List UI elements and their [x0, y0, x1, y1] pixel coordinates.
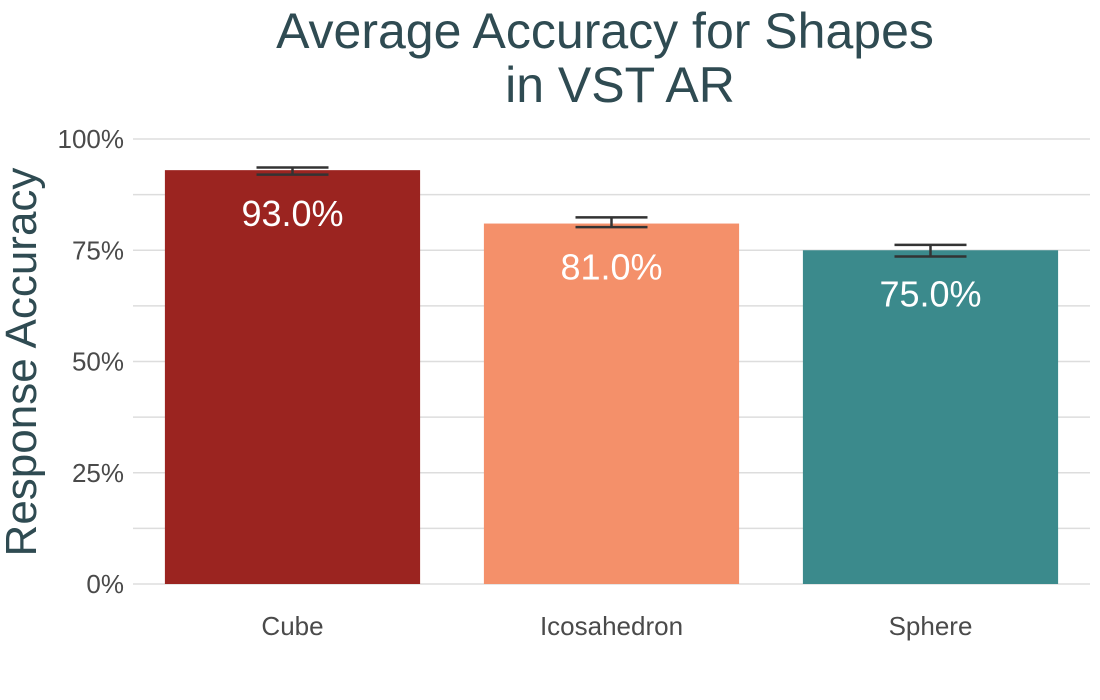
y-tick-labels: 0% 25% 50% 75% 100% [58, 124, 125, 599]
error-bar-icosahedron [575, 216, 648, 229]
x-tick-label-cube: Cube [261, 611, 323, 641]
bar-sphere [802, 250, 1059, 584]
x-tick-labels: Cube Icosahedron Sphere [261, 611, 972, 641]
data-label-icosahedron: 81.0% [560, 247, 662, 288]
data-labels: 93.0% 81.0% 75.0% [241, 193, 981, 314]
y-tick-label: 50% [72, 347, 124, 377]
y-axis-label: Response Accuracy [0, 168, 46, 557]
y-tick-label: 0% [86, 569, 124, 599]
y-tick-label: 100% [58, 124, 125, 154]
x-tick-label-icosahedron: Icosahedron [540, 611, 683, 641]
data-label-cube: 93.0% [241, 193, 343, 234]
error-bar-sphere [894, 243, 967, 258]
data-label-sphere: 75.0% [879, 273, 981, 314]
bar-cube [164, 170, 421, 584]
bars [164, 170, 1059, 585]
error-bars [256, 166, 967, 258]
error-bar-cube [256, 166, 329, 176]
x-tick-label-sphere: Sphere [889, 611, 973, 641]
bar-icosahedron [483, 223, 740, 585]
chart-title-line-1: Average Accuracy for Shapes [276, 3, 934, 59]
chart-title-line-2: in VST AR [505, 57, 735, 113]
y-tick-label: 25% [72, 458, 124, 488]
y-tick-label: 75% [72, 235, 124, 265]
